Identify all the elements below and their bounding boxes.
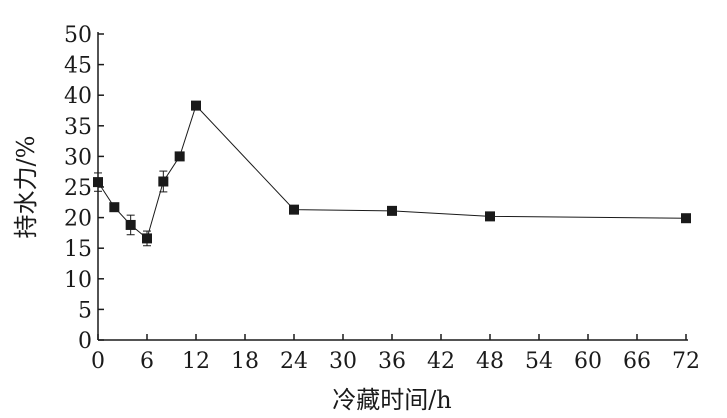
data-point	[142, 233, 152, 244]
data-point	[174, 151, 185, 162]
x-tick-label: 54	[525, 349, 553, 374]
data-point	[109, 202, 120, 213]
x-tick-label: 42	[427, 349, 455, 374]
x-axis-title: 冷藏时间/h	[332, 386, 452, 414]
x-tick-label: 36	[378, 349, 406, 374]
data-point	[681, 213, 691, 224]
y-tick-label: 50	[64, 23, 92, 48]
x-tick-label: 24	[280, 349, 308, 374]
y-tick-label: 15	[64, 237, 92, 262]
x-tick-label: 0	[91, 349, 105, 374]
y-tick-label: 5	[78, 298, 92, 323]
data-point	[93, 177, 103, 188]
data-point	[289, 204, 299, 215]
data-point	[158, 176, 169, 187]
x-tick-label: 48	[476, 349, 504, 374]
x-tick-label: 66	[623, 349, 651, 374]
y-ticks: 0 5 10 15 20 25 30 35 40 45 50	[64, 23, 104, 354]
x-tick-label: 18	[231, 349, 259, 374]
series-layer	[93, 100, 691, 247]
x-tick-label: 12	[182, 349, 210, 374]
x-ticks: 0 6 12 18 24 30 36 42 48 54 60 66 72	[91, 334, 700, 374]
y-tick-label: 45	[64, 54, 92, 79]
y-tick-label: 25	[64, 176, 92, 201]
series-line	[97, 104, 687, 240]
y-tick-label: 0	[78, 329, 92, 354]
data-point	[191, 100, 201, 111]
y-tick-label: 35	[64, 115, 92, 140]
y-tick-label: 20	[64, 207, 92, 232]
x-tick-label: 72	[672, 349, 700, 374]
data-point	[125, 219, 136, 230]
data-point	[387, 205, 397, 216]
axes	[97, 32, 688, 341]
data-point	[485, 211, 495, 222]
y-tick-label: 40	[64, 84, 92, 109]
y-tick-label: 10	[64, 268, 92, 293]
x-tick-label: 30	[329, 349, 357, 374]
y-axis-title: 持水力/%	[12, 136, 40, 239]
x-tick-label: 6	[140, 349, 154, 374]
y-tick-label: 30	[64, 145, 92, 170]
x-tick-label: 60	[574, 349, 602, 374]
